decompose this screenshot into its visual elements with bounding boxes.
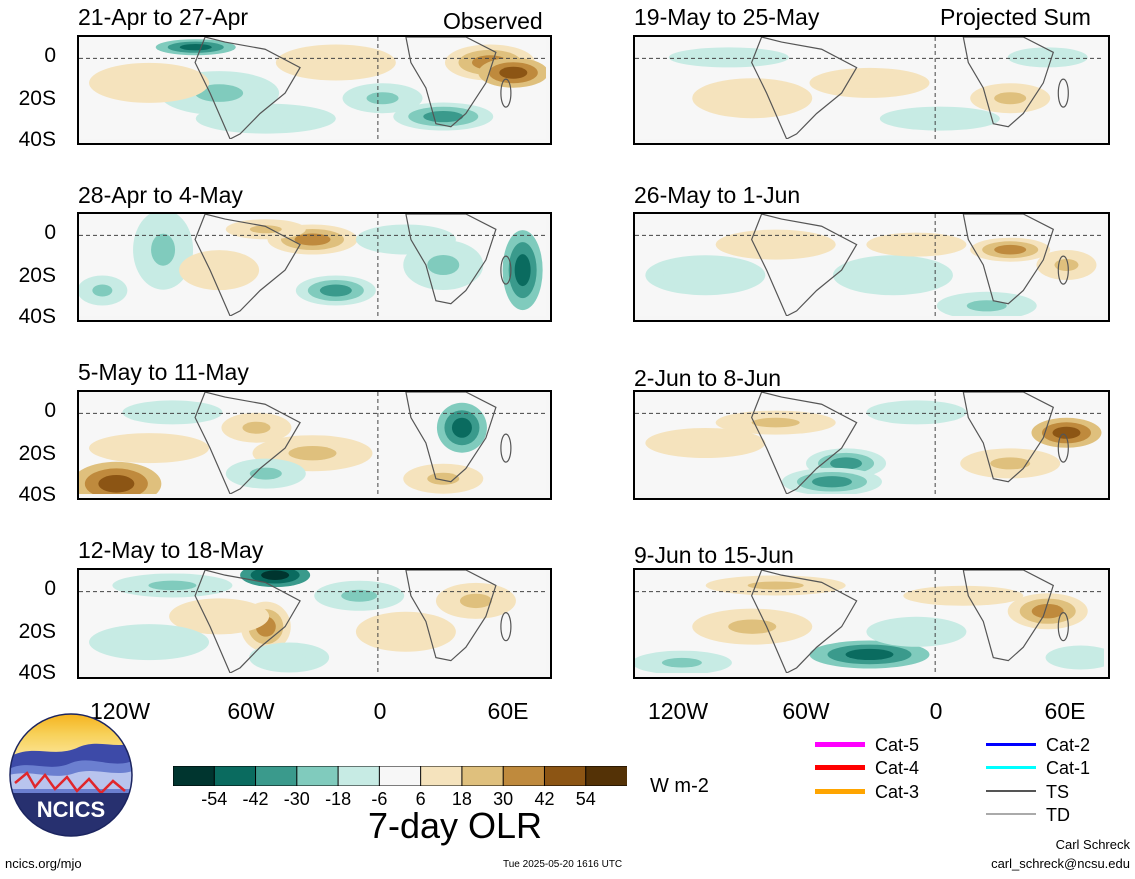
panel-title-right-4: 9-Jun to 15-Jun [634, 542, 794, 568]
x-tick-60w-right: 60W [782, 698, 830, 724]
y-tick-0-panel-1: 0 [44, 44, 56, 67]
olr-map-right-4 [633, 568, 1110, 679]
colorbar-bin-3 [296, 765, 340, 787]
footer-author: Carl Schreck [1055, 837, 1130, 852]
colorbar-bin-7 [461, 765, 505, 787]
storm-label-cat-3: Cat-3 [875, 782, 920, 802]
panel-title-left-3: 5-May to 11-May [78, 359, 249, 385]
y-tick-40s-panel-2: 40S [18, 305, 56, 328]
y-tick-20s-panel-4: 20S [18, 620, 56, 643]
colorbar [172, 765, 629, 787]
y-tick-0-panel-4: 0 [44, 577, 56, 600]
x-tick-120w-left: 120W [89, 698, 151, 724]
y-tick-40s-panel-4: 40S [18, 661, 56, 684]
observed-label: Observed [443, 8, 543, 34]
y-tick-20s-panel-1: 20S [18, 87, 56, 110]
storm-swatch-td [986, 813, 1036, 815]
storm-label-cat-2: Cat-2 [1046, 735, 1091, 755]
storm-label-cat-1: Cat-1 [1046, 758, 1091, 778]
storm-swatch-cat-1 [986, 765, 1036, 769]
colorbar-bin-6 [420, 765, 463, 787]
footer-email: carl_schreck@ncsu.edu [991, 856, 1130, 871]
y-tick-0-panel-2: 0 [44, 221, 56, 244]
olr-map-right-3 [633, 390, 1110, 500]
panel-title-left-4: 12-May to 18-May [78, 537, 264, 563]
colorbar-bin-2 [255, 765, 298, 787]
storm-label-ts: TS [1046, 782, 1070, 802]
footer-site: ncics.org/mjo [5, 856, 82, 871]
y-tick-40s-panel-3: 40S [18, 483, 56, 506]
colorbar-label-5: 6 [415, 789, 426, 809]
storm-swatch-cat-4 [815, 764, 865, 770]
colorbar-bin-8 [502, 765, 546, 787]
storm-label-td: TD [1046, 805, 1070, 825]
colorbar-title: 7-day OLR [367, 805, 543, 846]
y-tick-20s-panel-2: 20S [18, 264, 56, 287]
olr-map-left-4 [77, 568, 552, 679]
colorbar-bin-1 [213, 765, 257, 787]
colorbar-label-8: 42 [534, 789, 555, 809]
footer-timestamp: Tue 2025-05-20 1616 UTC [503, 859, 623, 870]
olr-map-right-1 [633, 35, 1110, 145]
storm-label-cat-4: Cat-4 [875, 758, 920, 778]
panel-title-right-3: 2-Jun to 8-Jun [634, 365, 782, 391]
y-tick-20s-panel-3: 20S [18, 442, 56, 465]
y-tick-40s-panel-1: 40S [18, 128, 56, 151]
colorbar-label-2: -30 [283, 789, 310, 809]
colorbar-bin-9 [543, 765, 587, 787]
olr-map-left-3 [77, 390, 552, 500]
olr-map-left-2 [77, 212, 552, 322]
storm-swatch-cat-2 [986, 742, 1036, 746]
projected-sum-label: Projected Sum [940, 4, 1091, 30]
storm-swatch-ts [986, 790, 1036, 792]
panel-title-right-2: 26-May to 1-Jun [634, 182, 801, 208]
x-tick-60w-left: 60W [227, 698, 275, 724]
ncics-logo: NCICS [9, 713, 133, 837]
colorbar-bin-5 [378, 765, 422, 787]
storm-swatch-cat-3 [815, 788, 865, 794]
storm-label-cat-5: Cat-5 [875, 735, 920, 755]
panel-title-right-1: 19-May to 25-May [634, 4, 820, 30]
colorbar-label-6: 18 [451, 789, 472, 809]
panel-title-left-1: 21-Apr to 27-Apr [78, 4, 249, 30]
colorbar-label-0: -54 [201, 789, 228, 809]
olr-map-left-1 [77, 35, 552, 145]
x-tick-60e-right: 60E [1044, 698, 1086, 724]
colorbar-bin-10 [585, 765, 629, 787]
olr-map-right-2 [633, 212, 1110, 322]
x-tick-0-right: 0 [929, 698, 943, 724]
colorbar-bin-4 [337, 765, 381, 787]
colorbar-bin-0 [172, 765, 216, 787]
storm-swatch-cat-5 [815, 741, 865, 747]
colorbar-label-1: -42 [242, 789, 269, 809]
x-tick-60e-left: 60E [487, 698, 529, 724]
colorbar-units: W m-2 [650, 775, 709, 797]
colorbar-label-4: -6 [371, 789, 388, 809]
colorbar-label-9: 54 [575, 789, 596, 809]
x-tick-120w-right: 120W [647, 698, 709, 724]
colorbar-label-7: 30 [493, 789, 514, 809]
colorbar-label-3: -18 [325, 789, 352, 809]
logo-text: NCICS [37, 797, 105, 822]
panel-title-left-2: 28-Apr to 4-May [78, 182, 243, 208]
x-tick-0-left: 0 [373, 698, 387, 724]
y-tick-0-panel-3: 0 [44, 399, 56, 422]
